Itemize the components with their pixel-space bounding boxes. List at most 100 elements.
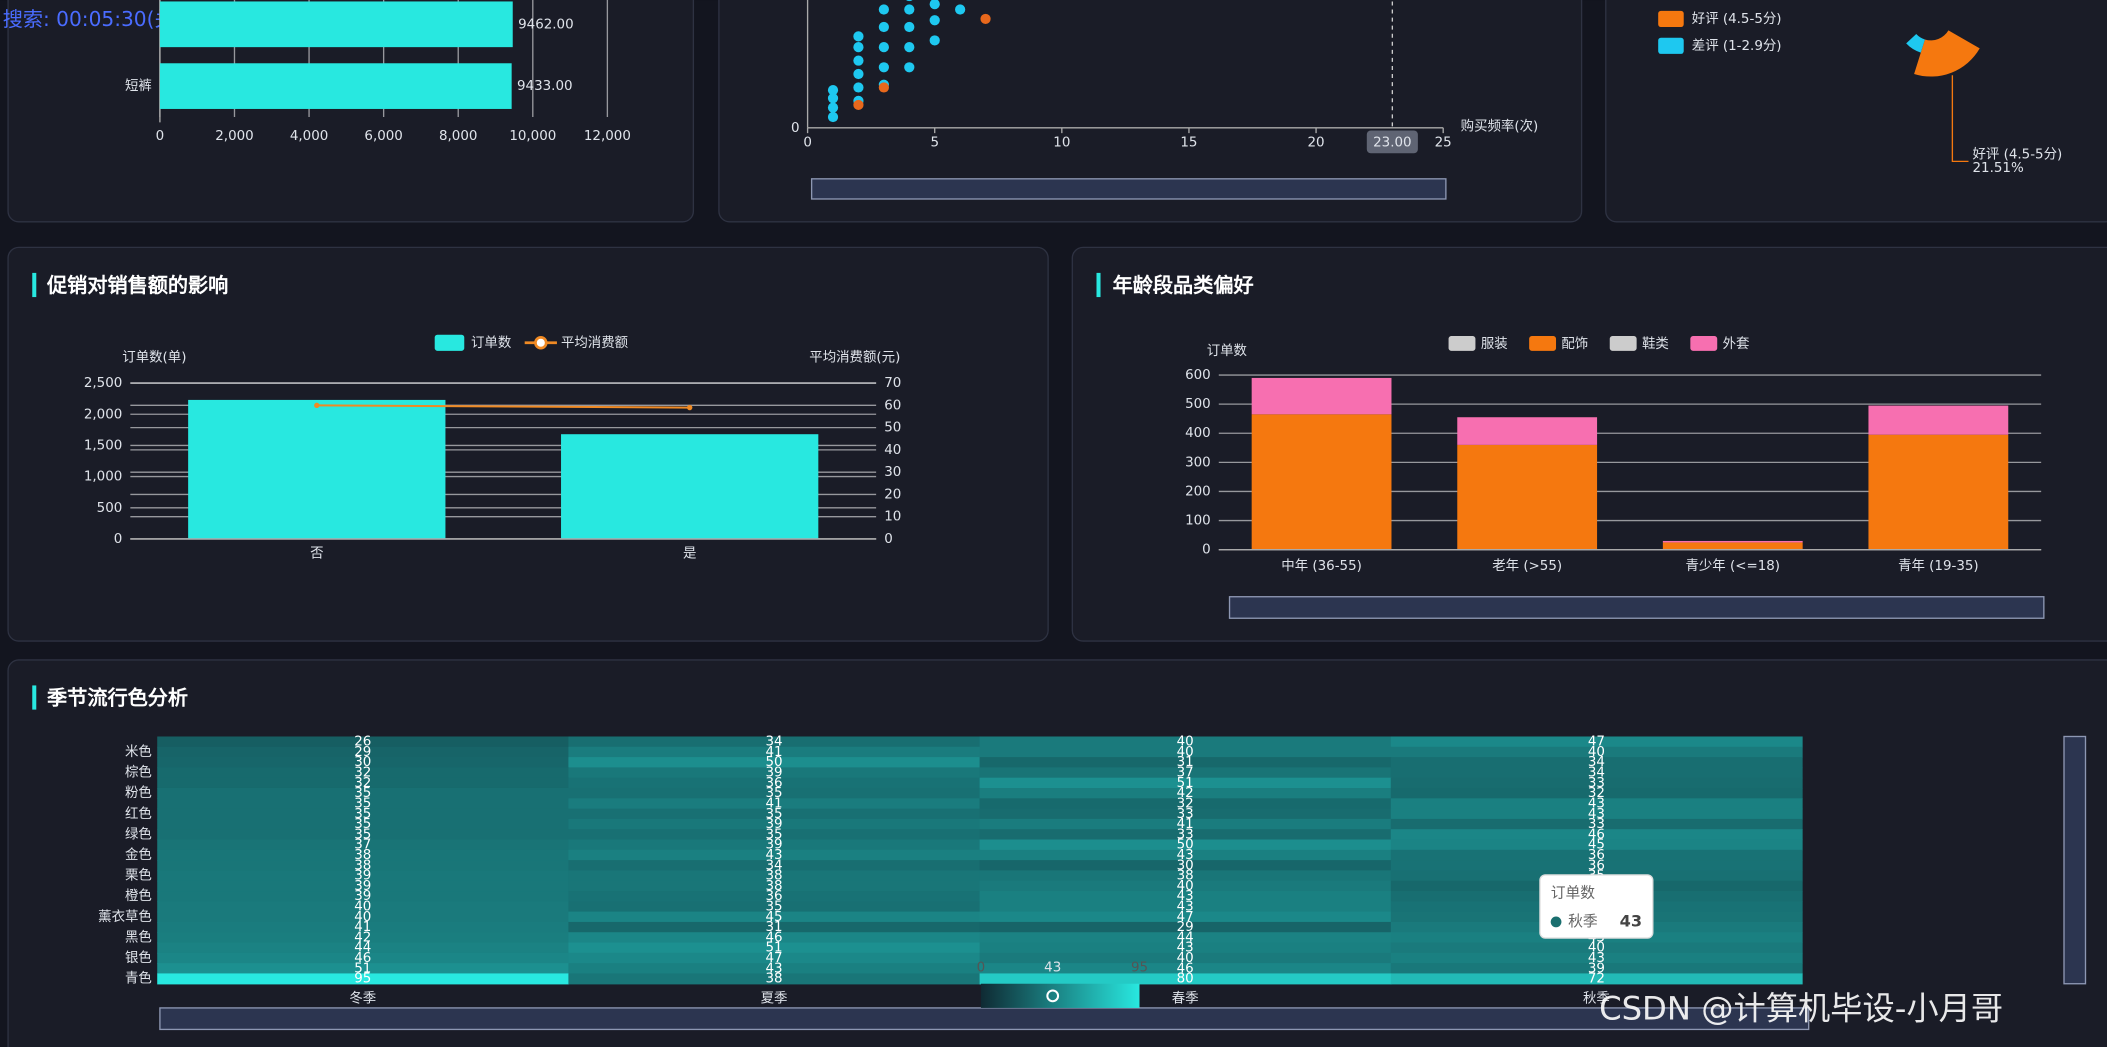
heat-cell xyxy=(568,736,981,748)
heat-cell xyxy=(157,932,570,944)
x-tick-label: 老年 (>55) xyxy=(1492,558,1562,574)
mark-label: 23.00 xyxy=(1373,136,1411,151)
legend-swatch xyxy=(1690,336,1718,351)
bar-segment xyxy=(1662,540,1803,543)
cell-label: 45 xyxy=(1588,838,1605,853)
cell-label: 41 xyxy=(354,920,371,935)
point xyxy=(980,13,991,25)
heat-cell xyxy=(979,767,1392,779)
zoom-slider[interactable] xyxy=(810,178,1447,200)
legend-swatch xyxy=(1529,336,1557,351)
cell-label: 38 xyxy=(354,858,371,873)
heat-cell xyxy=(157,746,570,758)
bar xyxy=(159,63,512,109)
cell-label: 39 xyxy=(1588,961,1605,976)
slice-label: 21.51% xyxy=(1973,161,2024,176)
x-tick-label: 20 xyxy=(1308,136,1325,151)
point xyxy=(929,0,940,10)
cell-label: 35 xyxy=(765,899,782,914)
heat-cell xyxy=(1390,808,1803,820)
cell-label: 33 xyxy=(1588,776,1605,791)
cell-label: 30 xyxy=(354,755,371,770)
cell-label: 39 xyxy=(765,766,782,781)
pie-slice xyxy=(1914,30,1980,77)
zoom-slider[interactable] xyxy=(159,1007,1810,1031)
y-tick-label: 棕色 xyxy=(125,764,152,781)
tooltip xyxy=(1539,874,1654,939)
zoom-slider[interactable] xyxy=(2063,735,2087,985)
point xyxy=(853,55,864,66)
cell-label: 43 xyxy=(1177,899,1194,914)
cell-label: 51 xyxy=(765,941,782,956)
pie-slice xyxy=(1906,34,1925,53)
y-tick-label: 1,000 xyxy=(84,470,122,485)
point xyxy=(853,99,864,111)
legend-label: 平均消费额 xyxy=(561,335,629,351)
point xyxy=(904,21,915,33)
cell-label: 35 xyxy=(354,786,371,801)
heat-cell xyxy=(979,839,1392,851)
cell-label: 46 xyxy=(354,951,371,966)
x-tick-label: 青年 (19-35) xyxy=(1898,558,1979,574)
y2-axis-name: 平均消费额(元) xyxy=(809,350,900,366)
heat-cell xyxy=(1390,942,1803,954)
heat-cell xyxy=(1390,849,1803,861)
heat-cell xyxy=(568,787,981,799)
cell-label: 46 xyxy=(1177,961,1194,976)
visual-map-handle-label: 43 xyxy=(1044,961,1061,976)
heat-cell xyxy=(568,839,981,851)
cell-label: 40 xyxy=(1588,941,1605,956)
zoom-slider[interactable] xyxy=(1228,596,2045,619)
point xyxy=(929,35,940,46)
cell-label: 47 xyxy=(765,951,782,966)
cell-label: 31 xyxy=(1177,755,1194,770)
bar xyxy=(561,434,819,539)
cell-label: 29 xyxy=(1177,920,1194,935)
y-tick-label: 0 xyxy=(1202,543,1211,558)
legend-swatch xyxy=(434,334,465,351)
cell-label: 33 xyxy=(1177,807,1194,822)
y-tick-label: 0 xyxy=(791,121,800,136)
x-tick-label: 10,000 xyxy=(509,129,556,144)
cell-label: 43 xyxy=(1588,951,1605,966)
bar xyxy=(159,1,513,48)
charts: 0 2,000 4,000 6,000 8,000 10,000 12,000 9462.00… xyxy=(84,0,2062,1008)
heat-cell xyxy=(568,932,981,944)
heat-cell xyxy=(157,787,570,799)
legend-label: 鞋类 xyxy=(1642,336,1669,352)
heat-cell xyxy=(1390,757,1803,769)
cell-label: 34 xyxy=(765,735,782,750)
legend-label: 差评 (1-2.9分) xyxy=(1692,38,1782,54)
x-tick-label: 12,000 xyxy=(584,129,631,144)
cell-label: 43 xyxy=(1177,889,1194,904)
heat-cell xyxy=(157,963,570,975)
heat-cell xyxy=(568,777,981,789)
heat-cell xyxy=(1390,746,1803,758)
point xyxy=(904,62,915,73)
y-tick-label: 1,500 xyxy=(84,438,122,453)
y-tick-label: 0 xyxy=(114,532,123,547)
cell-label: 44 xyxy=(1177,930,1194,945)
point xyxy=(878,21,889,33)
panel-title: 年龄段品类偏好 xyxy=(1113,273,1254,297)
cell-label: 35 xyxy=(765,786,782,801)
x-tick-label: 0 xyxy=(803,136,812,151)
x-tick-label: 冬季 xyxy=(349,991,376,1007)
y-tick-label: 金色 xyxy=(125,846,152,863)
heat-cell xyxy=(979,870,1392,882)
x-tick-label: 青少年 (<=18) xyxy=(1685,558,1780,574)
cell-label: 42 xyxy=(354,930,371,945)
y2-tick-label: 30 xyxy=(884,465,901,480)
heat-cell xyxy=(568,818,981,830)
heat-cell xyxy=(1390,973,1803,985)
bar-segment xyxy=(1868,405,2009,435)
cell-label: 38 xyxy=(1177,869,1194,884)
heat-cell xyxy=(157,798,570,810)
cell-label: 32 xyxy=(1177,796,1194,811)
cell-label: 39 xyxy=(354,889,371,904)
heat-cell xyxy=(1390,818,1803,830)
y-tick-label: 绿色 xyxy=(125,825,152,842)
heat-cell xyxy=(979,849,1392,861)
cell-label: 31 xyxy=(765,920,782,935)
